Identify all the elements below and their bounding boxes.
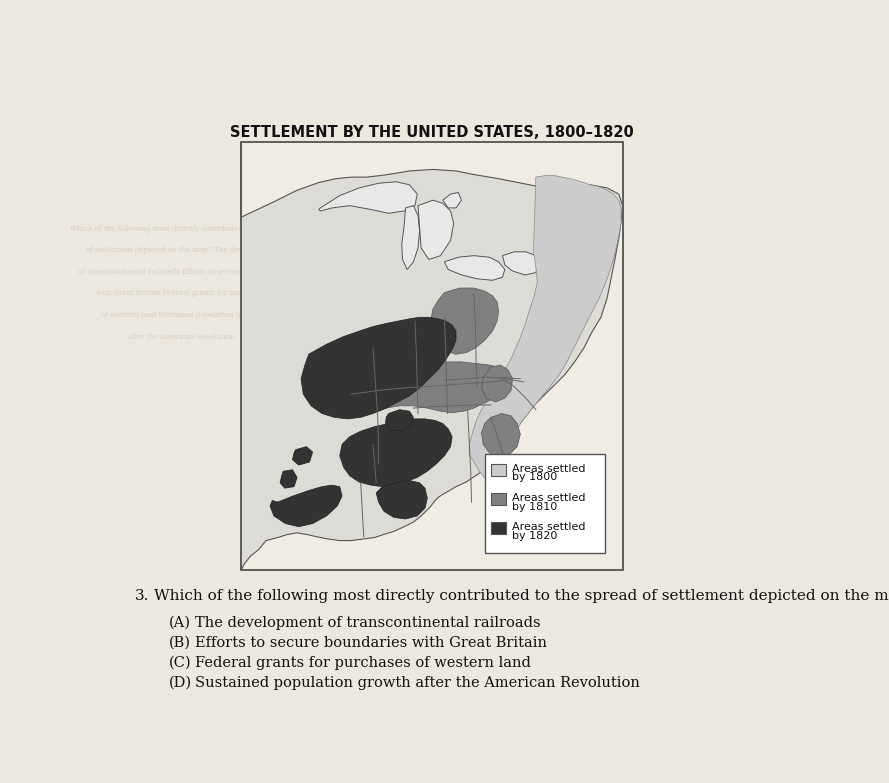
Text: The development of transcontinental railroads: The development of transcontinental rail… [410,267,588,275]
Bar [491,522,507,535]
Text: by 1810: by 1810 [512,502,557,511]
Polygon shape [301,317,456,419]
Text: to the spread of settlement depicted on the map?: to the spread of settlement depicted on … [404,244,593,252]
Text: (C): (C) [169,656,192,670]
Text: (B): (B) [169,636,191,650]
Polygon shape [502,252,539,275]
Polygon shape [270,485,342,527]
Polygon shape [418,200,453,259]
Text: Areas settled: Areas settled [512,493,585,503]
Polygon shape [292,446,313,465]
Polygon shape [430,288,499,354]
Text: Areas settled: Areas settled [512,522,585,532]
Polygon shape [376,481,428,519]
Bar [491,493,507,505]
Polygon shape [469,175,621,488]
Polygon shape [241,142,622,570]
Polygon shape [319,182,417,213]
Text: Efforts to secure boundaries with Great Britain: Efforts to secure boundaries with Great … [195,636,547,650]
Bar [491,464,507,476]
Text: 3.: 3. [134,589,148,603]
Polygon shape [340,419,453,487]
Polygon shape [280,470,297,488]
Text: after the American Revolution: after the American Revolution [127,333,235,341]
Polygon shape [402,206,420,269]
Polygon shape [443,193,461,208]
Text: SETTLEMENT BY THE UNITED STATES, 1800–1820: SETTLEMENT BY THE UNITED STATES, 1800–18… [230,125,634,140]
Polygon shape [386,410,413,431]
Text: Sustained population growth after the American Revolution: Sustained population growth after the Am… [195,676,640,690]
Text: of transcontinental railroads Efforts to secure boundaries: of transcontinental railroads Efforts to… [78,268,284,276]
Text: Which of the following most directly contributed: Which of the following most directly con… [405,221,592,229]
Text: of settlement depicted on the map? The development: of settlement depicted on the map? The d… [86,247,276,254]
Text: of western land Sustained population growth: of western land Sustained population gro… [100,311,261,319]
Polygon shape [482,413,520,457]
Text: (A): (A) [169,616,191,630]
Text: with Great Britain Federal grants for purchases: with Great Britain Federal grants for pu… [96,290,266,298]
Polygon shape [444,256,505,280]
Text: Areas settled: Areas settled [512,464,585,474]
Bar [241,142,622,570]
Text: (D): (D) [169,676,192,690]
Polygon shape [482,365,513,402]
Text: Federal grants for purchases of western land: Federal grants for purchases of western … [412,313,585,321]
Bar [485,454,605,553]
Text: Federal grants for purchases of western land: Federal grants for purchases of western … [195,656,531,670]
Text: by 1800: by 1800 [512,472,557,482]
Polygon shape [373,362,508,413]
Text: Efforts to secure boundaries with Great Britain: Efforts to secure boundaries with Great … [408,290,589,298]
Text: Which of the following most directly contributed to the spread: Which of the following most directly con… [70,225,292,233]
Text: Which of the following most directly contributed to the spread of settlement dep: Which of the following most directly con… [154,589,889,603]
Text: The development of transcontinental railroads: The development of transcontinental rail… [195,616,541,630]
Text: by 1820: by 1820 [512,531,557,541]
Text: Sustained population growth after the American Revolution: Sustained population growth after the Am… [384,337,613,345]
